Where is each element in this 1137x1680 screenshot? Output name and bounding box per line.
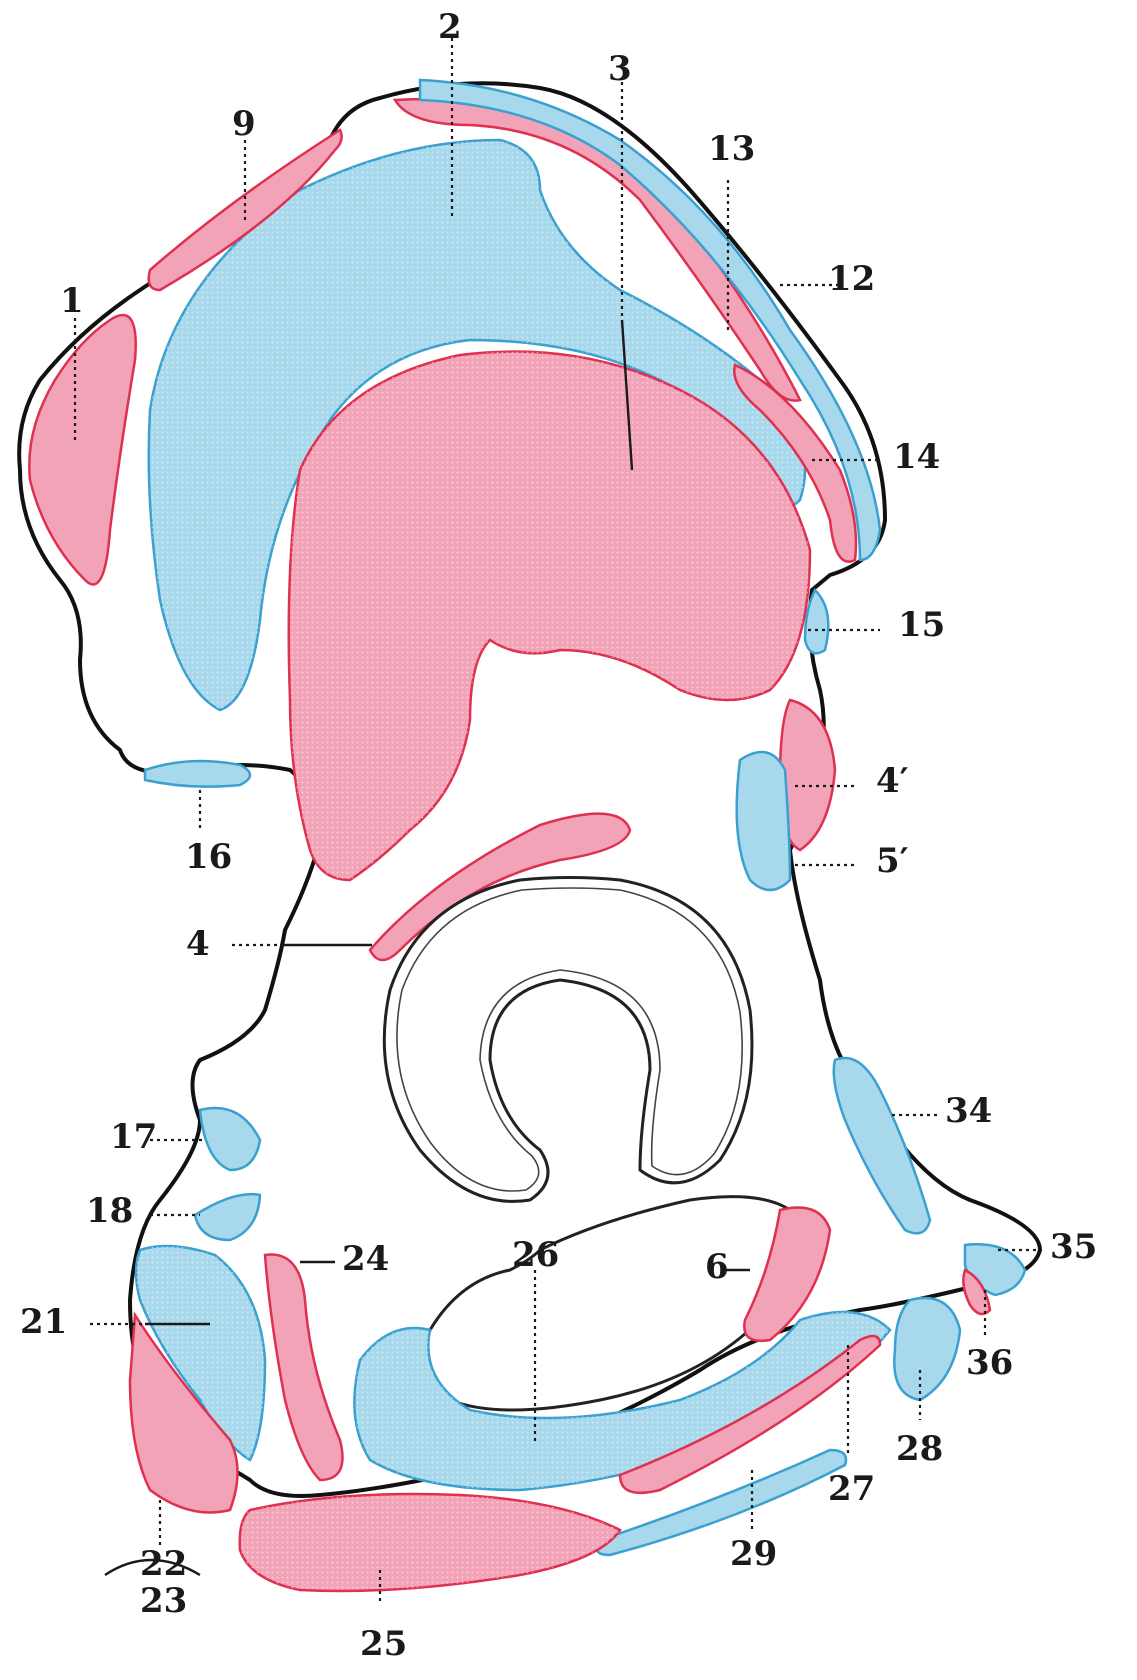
- label-21: 21: [20, 1302, 67, 1342]
- label-17: 17: [110, 1117, 157, 1157]
- region-1: [28, 313, 137, 586]
- region-12-rim: [418, 78, 882, 562]
- label-6: 6: [705, 1247, 729, 1287]
- label-14: 14: [893, 437, 940, 477]
- label-16: 16: [185, 837, 232, 877]
- label-18: 18: [86, 1191, 133, 1231]
- region-29: [595, 1448, 848, 1557]
- region-34: [832, 1056, 932, 1235]
- region-15: [803, 587, 830, 655]
- obturator-foramen: [421, 1195, 792, 1412]
- label-5-prime: 5′: [876, 841, 909, 881]
- region-28: [893, 1296, 962, 1402]
- label-2: 2: [438, 7, 462, 47]
- region-16: [143, 759, 252, 788]
- region-6: [743, 1206, 832, 1343]
- label-13: 13: [708, 129, 755, 169]
- label-26: 26: [512, 1235, 559, 1275]
- label-23: 23: [140, 1581, 187, 1621]
- region-24: [263, 1253, 344, 1482]
- label-25: 25: [360, 1624, 407, 1664]
- region-36: [962, 1268, 992, 1316]
- label-4-prime: 4′: [876, 761, 909, 801]
- label-4: 4: [186, 924, 210, 964]
- label-15: 15: [898, 605, 945, 645]
- acetabulum-outline: [382, 876, 754, 1203]
- region-5-prime: [735, 750, 792, 892]
- label-29: 29: [730, 1534, 777, 1574]
- label-22: 22: [140, 1544, 187, 1584]
- label-34: 34: [945, 1091, 992, 1131]
- region-17: [198, 1106, 262, 1172]
- label-27: 27: [828, 1469, 875, 1509]
- label-3: 3: [608, 49, 632, 89]
- region-18: [193, 1193, 262, 1242]
- label-1: 1: [60, 281, 84, 321]
- label-24: 24: [342, 1239, 389, 1279]
- label-9: 9: [232, 104, 256, 144]
- region-22-23: [128, 1311, 239, 1514]
- label-35: 35: [1050, 1227, 1097, 1267]
- region-4-prime: [778, 698, 837, 852]
- label-12: 12: [828, 259, 875, 299]
- region-4: [368, 812, 632, 962]
- label-28: 28: [896, 1429, 943, 1469]
- region-27: [618, 1334, 882, 1495]
- label-36: 36: [966, 1343, 1013, 1383]
- region-13: [733, 363, 858, 563]
